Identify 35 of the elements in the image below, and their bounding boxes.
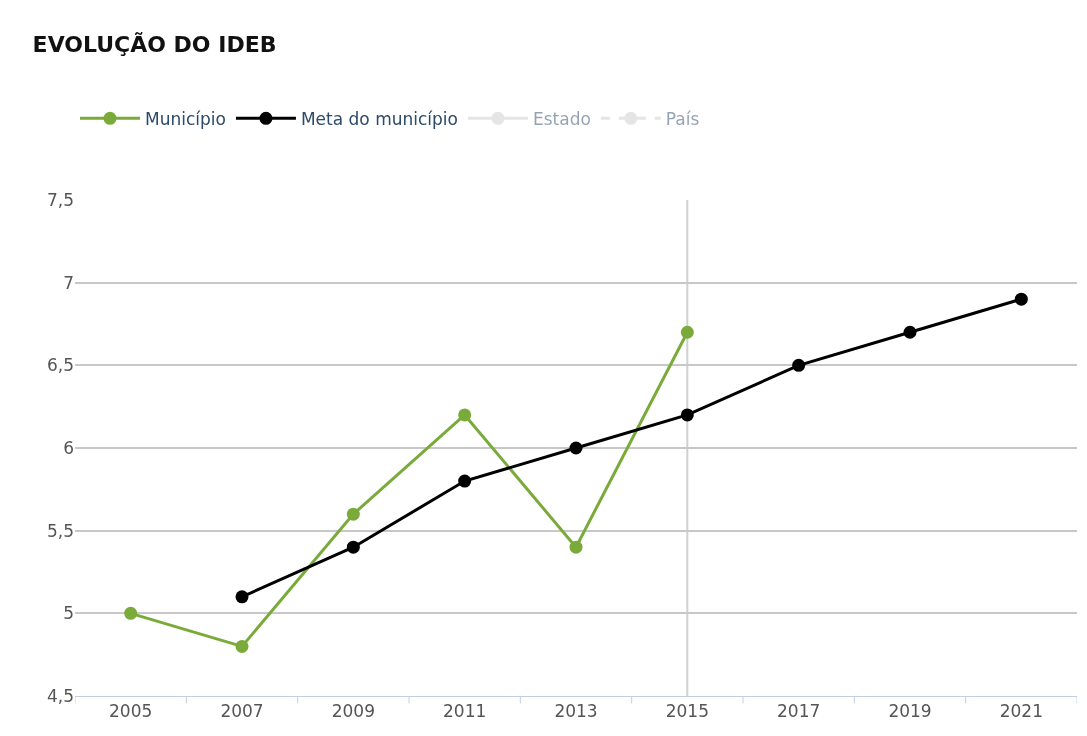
point: [903, 325, 917, 339]
legend-label: Estado: [532, 108, 591, 129]
y-tick-label: 7: [63, 272, 74, 293]
x-tick-label: 2017: [777, 701, 821, 722]
point: [235, 590, 249, 604]
x-tick-label: 2019: [888, 701, 932, 722]
legend-label: Meta do município: [300, 108, 458, 129]
point: [346, 507, 360, 521]
point: [458, 474, 472, 488]
x-tick-label: 2007: [220, 701, 264, 722]
point: [680, 408, 694, 422]
point: [1014, 292, 1028, 306]
point: [235, 639, 249, 653]
y-tick-label: 5,5: [46, 520, 74, 541]
point: [569, 540, 583, 554]
point: [124, 606, 138, 620]
legend-label: País: [665, 108, 700, 129]
x-tick-label: 2021: [999, 701, 1043, 722]
point: [458, 408, 472, 422]
y-tick-label: 5: [63, 603, 74, 624]
point: [569, 441, 583, 455]
y-tick-label: 7,5: [46, 189, 74, 210]
point: [792, 358, 806, 372]
x-tick-label: 2015: [665, 701, 709, 722]
x-tick-label: 2009: [331, 701, 375, 722]
x-tick-label: 2013: [554, 701, 598, 722]
y-tick-label: 6,5: [46, 355, 74, 376]
chart-title: EVOLUÇÃO DO IDEB: [32, 32, 277, 58]
y-tick-label: 4,5: [46, 685, 74, 706]
x-tick-label: 2011: [443, 701, 487, 722]
legend-label: Município: [145, 108, 226, 129]
point: [680, 325, 694, 339]
y-tick-label: 6: [63, 437, 74, 458]
x-tick-label: 2005: [109, 701, 153, 722]
point: [346, 540, 360, 554]
